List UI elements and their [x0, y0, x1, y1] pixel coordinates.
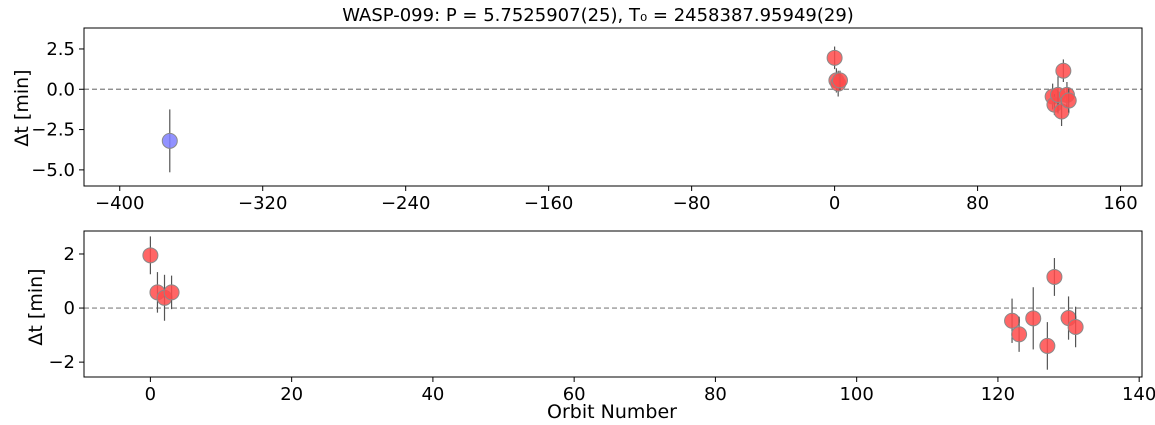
- bottom-ytick-label: 0: [64, 298, 75, 319]
- top-data-point: [1060, 92, 1077, 109]
- top-xtick-label: 160: [1103, 193, 1137, 214]
- top-xtick-label: −240: [381, 193, 430, 214]
- bottom-data-point: [163, 284, 180, 301]
- bottom-data-point: [1011, 326, 1028, 343]
- top-xtick-label: 0: [829, 193, 840, 214]
- bottom-xtick-label: 40: [421, 384, 444, 405]
- bottom-data-point: [142, 247, 159, 264]
- top-xtick-label: −80: [673, 193, 711, 214]
- bottom-data-point: [1067, 318, 1084, 335]
- top-data-point: [161, 132, 178, 149]
- bottom-xtick-label: 0: [145, 384, 156, 405]
- top-ytick-label: 2.5: [46, 39, 75, 60]
- top-axes-frame: [83, 27, 1143, 187]
- top-ytick-label: −2.5: [31, 120, 75, 141]
- bottom-data-point: [1004, 312, 1021, 329]
- top-ytick-label: 0.0: [46, 79, 75, 100]
- bottom-xtick-label: 100: [839, 384, 873, 405]
- bottom-xtick-label: 120: [981, 384, 1015, 405]
- top-data-point: [1055, 62, 1072, 79]
- top-xtick-label: 80: [966, 193, 989, 214]
- top-data-point: [831, 72, 848, 89]
- bottom-data-point: [1046, 268, 1063, 285]
- top-panel: Δt [min] −400 −320 −240 −160 −80 0 80 160 2.5 0.0…: [11, 27, 1143, 214]
- bottom-axes-frame: [83, 230, 1143, 378]
- top-plot-area: −400 −320 −240 −160 −80 0 80 160 2.5 0.0 −2.5 −5.0: [31, 27, 1143, 214]
- bottom-ytick-label: −2: [48, 352, 75, 373]
- bottom-ytick-label: 2: [64, 244, 75, 265]
- bottom-xtick-label: 80: [704, 384, 727, 405]
- top-ylabel: Δt [min]: [11, 69, 33, 146]
- figure-title: WASP-099: P = 5.7525907(25), T₀ = 245838…: [342, 5, 854, 26]
- top-data-point: [826, 49, 843, 66]
- bottom-xtick-label: 20: [280, 384, 303, 405]
- top-xtick-label: −400: [95, 193, 144, 214]
- bottom-xlabel: Orbit Number: [547, 401, 677, 423]
- top-xtick-label: −320: [238, 193, 287, 214]
- top-ytick-label: −5.0: [31, 160, 75, 181]
- bottom-data-point: [1039, 337, 1056, 354]
- bottom-xtick-label: 140: [1122, 384, 1155, 405]
- top-xtick-label: −160: [524, 193, 573, 214]
- bottom-ylabel: Δt [min]: [25, 268, 47, 345]
- bottom-data-point: [1025, 310, 1042, 327]
- bottom-xtick-label: 60: [563, 384, 586, 405]
